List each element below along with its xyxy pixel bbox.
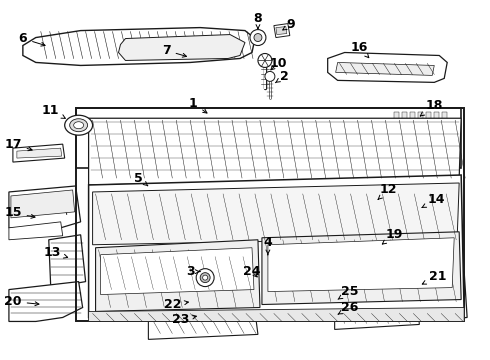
Text: 9: 9 <box>283 18 295 31</box>
Circle shape <box>250 30 266 45</box>
Polygon shape <box>49 235 86 288</box>
Polygon shape <box>328 53 447 82</box>
Polygon shape <box>9 282 83 321</box>
Text: 16: 16 <box>351 41 369 58</box>
Polygon shape <box>377 170 415 278</box>
Circle shape <box>203 275 208 280</box>
Polygon shape <box>9 186 81 230</box>
Polygon shape <box>100 248 254 294</box>
Polygon shape <box>13 144 65 162</box>
Text: 7: 7 <box>162 44 187 57</box>
Text: 24: 24 <box>243 265 261 278</box>
Text: 14: 14 <box>422 193 445 207</box>
Text: 2: 2 <box>275 70 289 83</box>
Text: 23: 23 <box>172 313 196 326</box>
Text: 8: 8 <box>254 12 262 28</box>
Polygon shape <box>276 27 287 35</box>
Polygon shape <box>96 240 260 311</box>
Circle shape <box>265 71 275 81</box>
Polygon shape <box>332 278 417 305</box>
Text: 1: 1 <box>189 97 207 113</box>
Polygon shape <box>89 307 464 321</box>
Polygon shape <box>148 311 258 339</box>
Polygon shape <box>442 112 447 144</box>
Polygon shape <box>119 35 245 60</box>
Ellipse shape <box>74 122 84 129</box>
Text: 4: 4 <box>264 236 272 255</box>
Ellipse shape <box>65 115 93 135</box>
Ellipse shape <box>70 119 88 132</box>
Text: 25: 25 <box>338 285 358 299</box>
Text: 19: 19 <box>382 228 403 244</box>
Polygon shape <box>386 108 457 148</box>
Text: 11: 11 <box>42 104 65 118</box>
Circle shape <box>200 273 210 283</box>
Polygon shape <box>434 112 439 144</box>
Polygon shape <box>335 298 419 329</box>
Polygon shape <box>415 168 459 275</box>
Text: 6: 6 <box>19 32 45 46</box>
Circle shape <box>196 269 214 287</box>
Circle shape <box>254 33 262 41</box>
Text: 20: 20 <box>4 295 39 308</box>
Polygon shape <box>379 242 404 268</box>
Text: 22: 22 <box>164 298 188 311</box>
Polygon shape <box>274 24 290 37</box>
Polygon shape <box>418 112 423 144</box>
Text: 3: 3 <box>186 265 200 278</box>
Circle shape <box>258 54 272 67</box>
Polygon shape <box>89 118 461 185</box>
Text: 17: 17 <box>4 138 32 151</box>
Text: 21: 21 <box>422 270 446 284</box>
Polygon shape <box>89 175 464 318</box>
Polygon shape <box>410 112 416 144</box>
Polygon shape <box>9 222 63 240</box>
Text: 13: 13 <box>44 246 68 259</box>
Text: 18: 18 <box>420 99 443 116</box>
Polygon shape <box>11 190 74 218</box>
Polygon shape <box>93 183 459 245</box>
Text: 26: 26 <box>338 301 358 314</box>
Text: 5: 5 <box>134 171 148 186</box>
Polygon shape <box>336 62 434 75</box>
Polygon shape <box>402 112 407 144</box>
Polygon shape <box>146 294 255 319</box>
Text: 15: 15 <box>4 206 35 219</box>
Polygon shape <box>394 112 399 144</box>
Polygon shape <box>262 232 461 305</box>
Text: 10: 10 <box>269 57 287 70</box>
Polygon shape <box>17 148 62 158</box>
Polygon shape <box>426 112 431 144</box>
Text: 12: 12 <box>378 184 397 199</box>
Polygon shape <box>75 108 461 168</box>
Polygon shape <box>417 272 467 321</box>
Polygon shape <box>262 272 332 311</box>
Polygon shape <box>268 238 454 292</box>
Polygon shape <box>23 28 255 66</box>
